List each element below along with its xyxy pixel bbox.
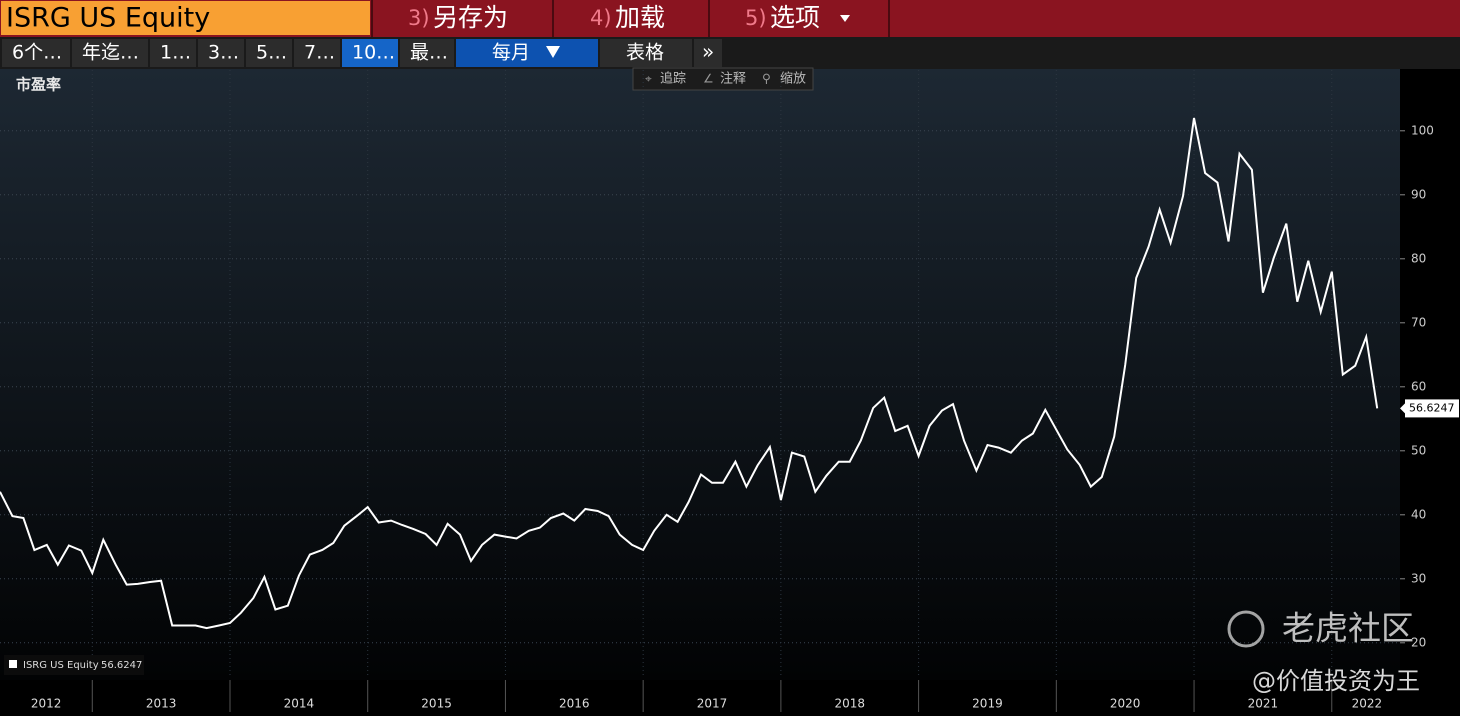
table-label: 表格: [626, 42, 664, 64]
plot-area: [0, 69, 1400, 680]
y-axis-label: 市盈率: [16, 76, 61, 94]
x-tick-label: 2015: [421, 697, 452, 711]
chart-tools: [632, 67, 814, 91]
y-tick-label: 100: [1411, 123, 1434, 137]
menu-item[interactable]: 选项: [770, 3, 820, 32]
x-tick-label: 2020: [1110, 697, 1141, 711]
x-tick-label: 2017: [697, 697, 728, 711]
watermark-logo: [1227, 610, 1265, 648]
last-value-tag: [1405, 399, 1459, 418]
frequency-arrow: [546, 46, 560, 58]
menu-num[interactable]: 3): [408, 6, 430, 30]
last-value-pointer: [1400, 403, 1405, 414]
watermark-author: @价值投资为王: [1252, 667, 1420, 695]
x-tick-label: 2021: [1248, 697, 1279, 711]
x-tick-label: 2018: [834, 697, 865, 711]
x-tick-label: 2022: [1352, 697, 1383, 711]
x-tick-label: 2012: [31, 697, 62, 711]
tool-icon: ∠: [703, 72, 714, 86]
tool[interactable]: 追踪: [660, 71, 686, 87]
range-label: 7…: [304, 42, 335, 64]
x-tick-label: 2013: [146, 697, 177, 711]
y-tick-label: 50: [1411, 443, 1426, 457]
y-tick-label: 70: [1411, 315, 1426, 329]
range-button[interactable]: [342, 39, 398, 67]
watermark-brand: 老虎社区: [1282, 609, 1414, 648]
legend-swatch: [9, 660, 17, 668]
legend-label: ISRG US Equity: [23, 660, 99, 671]
range-label: 6个…: [12, 42, 62, 64]
menu-num[interactable]: 5): [745, 6, 767, 30]
dropdown-arrow: [840, 15, 850, 22]
legend: [4, 655, 144, 675]
range-label: 最…: [410, 42, 448, 64]
range-button[interactable]: [294, 39, 340, 67]
ticker: ISRG US Equity: [6, 3, 210, 34]
toolbar-buttons: 6个… 年迄… 1… 3… 5… 7… 10… 最… 每月 表格 »: [2, 39, 722, 67]
range-label: 年迄…: [82, 42, 139, 64]
more-button[interactable]: [694, 39, 722, 67]
x-tick-label: 2016: [559, 697, 590, 711]
tool-icon: ⚲: [762, 72, 771, 86]
y-tick-label: 60: [1411, 379, 1426, 393]
frequency-label: 每月: [492, 42, 530, 64]
range-label: 3…: [208, 42, 239, 64]
line-series: [0, 117, 1379, 630]
y-axis-area: [1400, 69, 1460, 680]
y-tick-label: 90: [1411, 187, 1426, 201]
y-tick-label: 40: [1411, 507, 1426, 521]
y-tick-label: 30: [1411, 571, 1426, 585]
last-value-label: 56.6247: [1409, 401, 1455, 414]
table-button[interactable]: [600, 39, 692, 67]
range-label: 10…: [352, 42, 395, 64]
range-button[interactable]: [246, 39, 292, 67]
tool-icon: ⌖: [645, 72, 652, 86]
x-tick-label: 2019: [972, 697, 1003, 711]
y-tick-label: 80: [1411, 251, 1426, 265]
plot: 20 30 40 50 60 70 80 90 100 2012 2013 2014 2015 2016 2…: [0, 70, 1459, 712]
range-button[interactable]: [400, 39, 454, 67]
range-button[interactable]: [150, 39, 196, 67]
range-button[interactable]: [198, 39, 244, 67]
frequency-button[interactable]: [456, 39, 598, 67]
x-axis-area: [0, 680, 1460, 716]
menu-item[interactable]: 另存为: [433, 3, 508, 32]
menu-num[interactable]: 4): [590, 6, 612, 30]
range-button[interactable]: [2, 39, 70, 67]
ticker-box[interactable]: [1, 1, 370, 35]
menu-item[interactable]: 加载: [615, 3, 665, 32]
tool[interactable]: 注释: [720, 72, 746, 87]
range-button[interactable]: [72, 39, 148, 67]
range-label: 1…: [160, 42, 191, 64]
y-tick-label: 20: [1411, 635, 1426, 649]
more-label: »: [702, 40, 714, 64]
legend-value: 56.6247: [101, 660, 142, 671]
range-label: 5…: [256, 42, 287, 64]
x-tick-label: 2014: [284, 697, 315, 711]
tool[interactable]: 缩放: [780, 71, 806, 87]
